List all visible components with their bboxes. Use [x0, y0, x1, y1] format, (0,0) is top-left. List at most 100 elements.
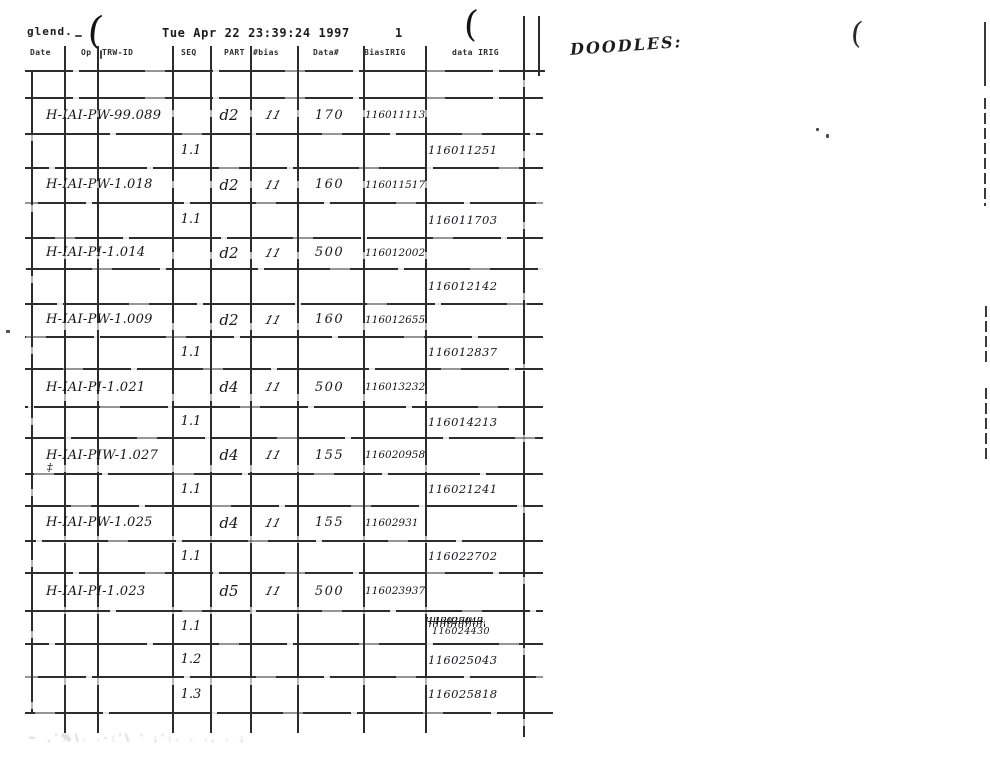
table-horizontal-rule — [25, 406, 543, 408]
cell-data-num: 500 — [314, 245, 345, 260]
cell-trw-id: H-IAI-PI-1.023 — [46, 583, 146, 599]
column-header-data-: Data# — [313, 48, 340, 57]
cell-bias-irig: 116011113 — [365, 109, 426, 121]
ink-speck — [816, 128, 819, 131]
column-header-biasirig: BiasIRIG — [364, 48, 406, 57]
table-horizontal-rule — [25, 336, 543, 338]
cell-data-irig: 116014213 — [428, 414, 498, 429]
table-horizontal-rule — [25, 167, 543, 169]
cell-data-irig: 116025043 — [428, 652, 498, 667]
cell-part: d2 — [219, 106, 239, 124]
ink-speck — [75, 35, 82, 37]
table-horizontal-rule — [25, 303, 543, 305]
cell-data-irig: 116012142 — [428, 278, 498, 293]
cell-bias-irig: 116020958 — [365, 449, 426, 461]
cell-data-irig: 116025043 116024430 — [425, 610, 520, 643]
table-horizontal-rule — [25, 610, 543, 612]
cell-part: d4 — [219, 378, 239, 396]
page-title: glend. — [27, 25, 73, 38]
cell-bias-irig: 116011517 — [365, 178, 426, 191]
table-vertical-rule — [31, 70, 33, 714]
table-vertical-rule — [250, 46, 252, 733]
cell-trw-id: H-IAI-PW-1.025 — [46, 515, 153, 530]
ink-speck — [826, 134, 829, 138]
cell-data-irig: 116011703 — [428, 212, 498, 227]
cell-data-num: 500 — [314, 583, 345, 599]
table-vertical-rule — [97, 46, 99, 733]
column-header-seq: SEQ — [181, 48, 197, 57]
cell-trw-id: H-IAI-PW-1.018 — [46, 177, 153, 192]
table-horizontal-rule — [25, 505, 543, 507]
cell-seq: 1.1 — [180, 414, 202, 429]
table-horizontal-rule — [25, 202, 543, 204]
table-vertical-rule — [172, 46, 174, 733]
cell-trw-id: H-IAI-PIW-1.027 — [46, 447, 159, 463]
table-horizontal-rule — [25, 368, 543, 370]
cell-data-num: 155 — [314, 515, 345, 530]
cell-part: d2 — [219, 175, 239, 194]
cell-part: d2 — [219, 310, 239, 329]
cell-data-num: 160 — [314, 312, 345, 327]
cell-seq: 1.1 — [180, 619, 202, 634]
table-horizontal-rule — [25, 268, 543, 270]
corrected-data-irig: 116024430 — [432, 625, 490, 637]
handwritten-paren-mark: ( — [85, 7, 106, 53]
cell-data-irig: 116021241 — [428, 482, 498, 496]
cell-num-bias: 11 — [263, 380, 283, 394]
cell-data-num: 500 — [314, 379, 345, 395]
cell-num-bias: 11 — [263, 312, 283, 327]
cell-bias-irig: 116012002 — [365, 246, 426, 259]
table-horizontal-rule — [25, 712, 553, 714]
column-header-trw-id: TRW-ID — [102, 48, 134, 57]
column-header-part: PART — [224, 48, 245, 57]
handwritten-paren-mark: ( — [849, 15, 865, 52]
cell-data-num: 170 — [314, 107, 345, 123]
cell-seq: 1.1 — [180, 548, 202, 564]
doodles-label: DOODLES: — [569, 32, 684, 59]
page-number: 1 — [395, 26, 403, 40]
cell-num-bias: 11 — [263, 177, 283, 192]
cell-seq: 1.1 — [180, 344, 202, 360]
table-horizontal-rule — [25, 237, 543, 239]
table-vertical-rule — [297, 46, 299, 733]
cell-seq: 1.1 — [180, 481, 202, 497]
cell-part: d5 — [219, 582, 239, 600]
cell-part: d2 — [219, 243, 239, 262]
cell-data-irig: 116011251 — [428, 143, 498, 157]
cell-data-num: 160 — [314, 177, 345, 192]
cell-data-irig: 116022702 — [428, 549, 498, 563]
cell-seq: 1.3 — [180, 686, 202, 702]
table-vertical-rule — [210, 46, 212, 733]
cell-num-bias: 11 — [263, 108, 283, 122]
column-header-date: Date — [30, 48, 51, 57]
cell-bias-irig: 116023937 — [365, 585, 426, 597]
scan-artifact-line — [985, 388, 987, 462]
cell-num-bias: 11 — [263, 584, 283, 598]
table-vertical-rule — [523, 16, 525, 737]
table-vertical-rule — [64, 46, 66, 733]
stray-ink-mark: ‡ — [47, 461, 53, 474]
cell-part: d4 — [219, 513, 239, 532]
cell-part: d4 — [219, 446, 239, 464]
table-vertical-rule — [425, 46, 427, 733]
scan-artifact-line — [984, 22, 986, 86]
cell-bias-irig: 116013232 — [365, 381, 426, 393]
cell-seq: 1.1 — [180, 212, 202, 227]
table-vertical-rule — [363, 46, 365, 733]
timestamp: Tue Apr 22 23:39:24 1997 — [162, 26, 350, 40]
cell-trw-id: H-IAI-PW-99.089 — [46, 107, 162, 123]
table-horizontal-rule — [25, 540, 543, 542]
table-horizontal-rule — [25, 572, 543, 574]
table-horizontal-rule — [25, 643, 543, 645]
cell-num-bias: 11 — [263, 448, 283, 462]
scan-artifact-line — [984, 98, 986, 206]
scan-artifact-line — [985, 306, 987, 362]
cell-trw-id: H-IAI-PI-1.021 — [46, 379, 146, 395]
table-horizontal-rule — [25, 676, 543, 678]
column-header--bias: #bias — [253, 48, 280, 57]
table-horizontal-rule — [25, 133, 543, 135]
column-header-data-irig: data IRIG — [452, 48, 499, 57]
column-header-op: Op — [81, 48, 92, 57]
ink-speck — [100, 50, 102, 59]
